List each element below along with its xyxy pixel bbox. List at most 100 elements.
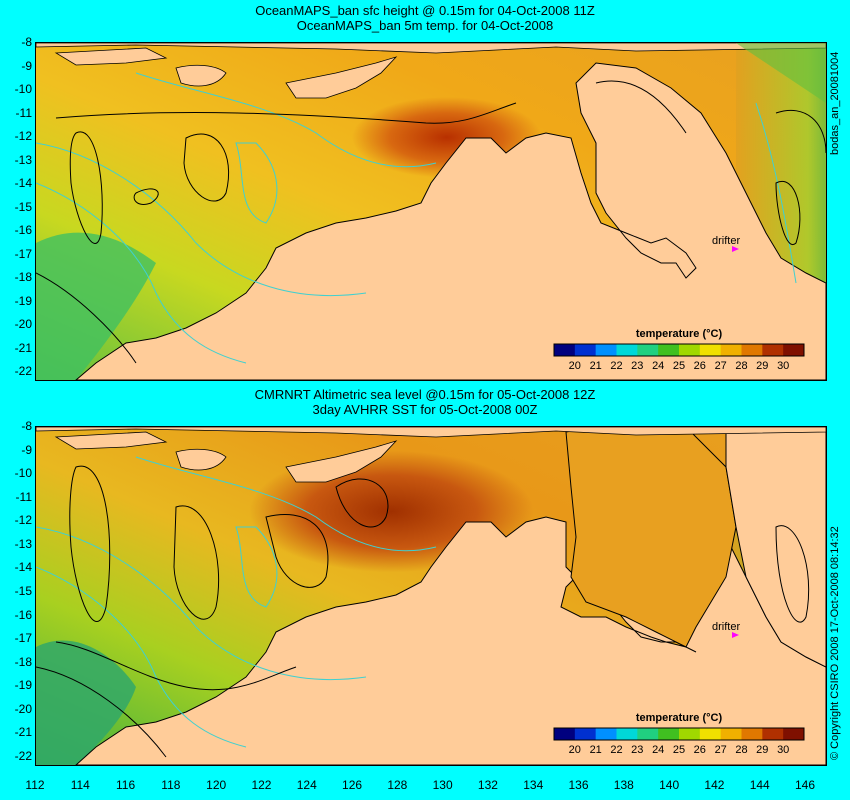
drifter-label: drifter bbox=[712, 621, 740, 633]
colorbar-tick-label: 27 bbox=[715, 744, 727, 756]
colorbar-swatch bbox=[679, 728, 701, 740]
bathymetry-contour bbox=[36, 526, 367, 680]
colorbar-swatch bbox=[658, 344, 680, 356]
colorbar-swatches bbox=[553, 727, 805, 741]
longitude-tick-label: 112 bbox=[25, 778, 45, 792]
longitude-tick-label: 124 bbox=[296, 778, 317, 792]
colorbar-tick-label: 23 bbox=[631, 744, 643, 756]
height-contour bbox=[775, 525, 810, 623]
latitude-tick-label: -21 bbox=[14, 340, 32, 355]
drifter-label: drifter bbox=[712, 235, 740, 247]
height-contour bbox=[36, 272, 137, 364]
colorbar-tick-label: 21 bbox=[590, 744, 602, 756]
bathymetry-contour bbox=[235, 142, 278, 224]
bottom-cool-water bbox=[36, 640, 136, 765]
latitude-tick-label: -19 bbox=[14, 678, 32, 693]
latitude-tick-label: -17 bbox=[14, 631, 32, 646]
height-contour bbox=[595, 80, 687, 134]
colorbar-swatch bbox=[741, 344, 763, 356]
latitude-tick-label: -22 bbox=[14, 364, 32, 378]
latitude-tick-label: -9 bbox=[21, 442, 32, 457]
height-contour bbox=[69, 465, 111, 622]
colorbar-swatch bbox=[699, 728, 722, 740]
latitude-tick-label: -12 bbox=[14, 513, 32, 528]
longitude-tick-label: 118 bbox=[161, 778, 181, 792]
top-cool-water bbox=[36, 232, 156, 380]
colorbar-tick-label: 28 bbox=[735, 360, 747, 372]
height-contour bbox=[133, 188, 159, 205]
latitude-tick-label: -20 bbox=[14, 701, 32, 716]
new-guinea-coast bbox=[736, 43, 826, 103]
latitude-tick-label: -22 bbox=[14, 749, 32, 763]
latitude-tick-label: -11 bbox=[15, 105, 32, 120]
latitude-tick-label: -16 bbox=[14, 223, 32, 237]
colorbar-frame bbox=[553, 343, 805, 357]
latitude-tick-label: -11 bbox=[15, 489, 32, 504]
colorbar-swatch bbox=[574, 728, 597, 740]
colorbar-swatch bbox=[616, 344, 638, 356]
latitude-tick-label: -15 bbox=[14, 199, 32, 214]
bathymetry-contour bbox=[135, 456, 437, 552]
height-contour bbox=[265, 514, 329, 588]
colorbar-ticks: 20 21 22 23 24 25 26 27 28 29 30 bbox=[569, 744, 790, 756]
latitude-tick-label: -13 bbox=[14, 152, 32, 167]
colorbar-frame bbox=[553, 727, 805, 741]
colorbar-tick-label: 29 bbox=[756, 360, 768, 372]
colorbar-swatch bbox=[720, 728, 742, 740]
colorbar-swatch bbox=[595, 344, 617, 356]
sumba-island bbox=[175, 448, 227, 471]
latitude-tick-label: -17 bbox=[14, 246, 32, 261]
longitude-tick-label: 128 bbox=[387, 778, 408, 792]
copyright-label: © Copyright CSIRO 2008 17-Oct-2008 08:14… bbox=[829, 526, 841, 760]
bottom-map-panel[interactable]: drifter temperature (°C) 20 21 22 23 24 25 26 2… bbox=[35, 426, 827, 766]
latitude-tick-label: -18 bbox=[14, 270, 32, 284]
latitude-tick-label: -14 bbox=[14, 560, 32, 575]
drifter-marker[interactable] bbox=[732, 632, 739, 638]
colorbar-swatch bbox=[679, 344, 701, 356]
latitude-tick-label: -10 bbox=[14, 82, 32, 96]
colorbar-swatch bbox=[554, 728, 576, 740]
timor-island bbox=[285, 440, 398, 483]
longitude-tick-label: 130 bbox=[432, 778, 453, 792]
colorbar-title: temperature (°C) bbox=[636, 328, 723, 340]
timor-island bbox=[285, 56, 398, 99]
lesser-sunda-islands bbox=[36, 43, 826, 54]
lesser-sunda-islands bbox=[36, 427, 826, 438]
colorbar-tick-label: 30 bbox=[777, 360, 789, 372]
colorbar-swatch bbox=[762, 728, 784, 740]
colorbar-swatch bbox=[658, 728, 680, 740]
latitude-tick-label: -13 bbox=[14, 536, 32, 551]
longitude-tick-label: 132 bbox=[477, 778, 498, 792]
colorbar-tick-label: 26 bbox=[694, 360, 706, 372]
longitude-tick-label: 140 bbox=[659, 778, 680, 792]
height-contour bbox=[55, 102, 517, 124]
latitude-tick-label: -19 bbox=[14, 293, 32, 308]
colorbar-swatch bbox=[720, 344, 742, 356]
colorbar-tick-label: 24 bbox=[652, 360, 664, 372]
colorbar-swatches bbox=[553, 343, 805, 357]
longitude-tick-label: 138 bbox=[613, 778, 634, 792]
top-side-label: bodas_an_20081004 bbox=[829, 51, 841, 155]
bottom-map-svg: drifter temperature (°C) 20 21 22 23 24 25 26 2… bbox=[36, 427, 826, 765]
height-contour bbox=[775, 180, 801, 246]
colorbar-swatch bbox=[741, 728, 763, 740]
latitude-tick-label: -16 bbox=[14, 607, 32, 622]
top-map-panel[interactable]: drifter temperature (°C) 20 21 22 23 24 25 26 2… bbox=[35, 42, 827, 381]
bathymetry-contour bbox=[755, 102, 797, 284]
colorbar-tick-label: 27 bbox=[715, 360, 727, 372]
colorbar-tick-label: 30 bbox=[777, 744, 789, 756]
colorbar-tick-label: 24 bbox=[652, 744, 664, 756]
longitude-tick-label: 134 bbox=[523, 778, 544, 792]
longitude-tick-label: 136 bbox=[568, 778, 589, 792]
colorbar-swatch bbox=[783, 728, 805, 740]
top-map-svg: drifter temperature (°C) 20 21 22 23 24 25 26 2… bbox=[36, 43, 826, 380]
longitude-tick-label: 146 bbox=[794, 778, 816, 792]
drifter-marker[interactable] bbox=[732, 246, 739, 252]
latitude-tick-label: -20 bbox=[14, 317, 32, 331]
height-contour bbox=[69, 131, 103, 244]
longitude-tick-label: 144 bbox=[749, 778, 770, 792]
colorbar-swatch bbox=[637, 728, 659, 740]
top-panel-subtitle: OceanMAPS_ban 5m temp. for 04-Oct-2008 bbox=[296, 18, 554, 33]
latitude-tick-label: -15 bbox=[14, 584, 32, 598]
bathymetry-contour bbox=[36, 142, 367, 296]
